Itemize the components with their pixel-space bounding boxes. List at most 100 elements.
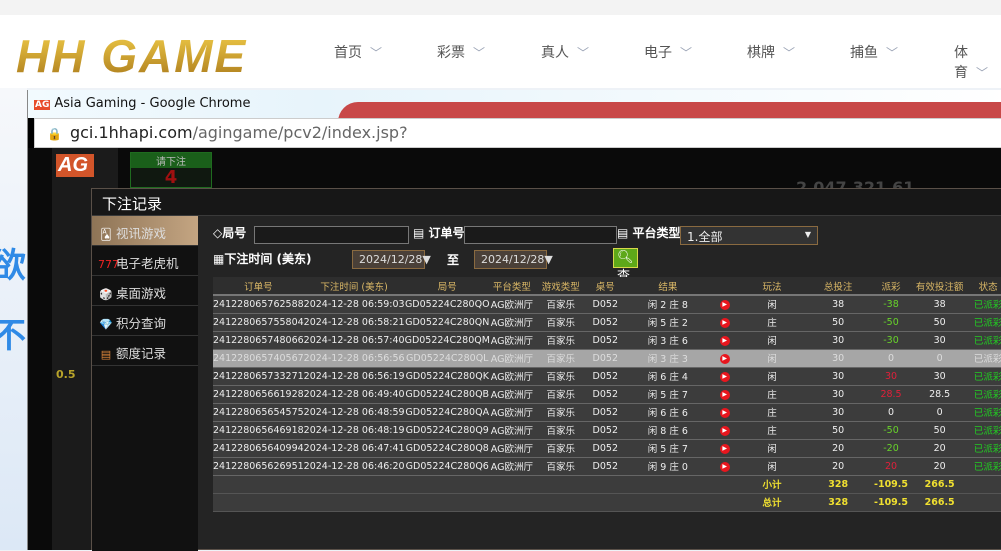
- list-icon: ▤: [617, 226, 629, 240]
- table-row[interactable]: 241228065661928 2024-12-28 06:49:40 GD0522…: [213, 385, 1001, 404]
- column-header: 玩法: [736, 277, 808, 296]
- play-video-icon[interactable]: ▶: [719, 300, 730, 311]
- video-replay-cell[interactable]: ▶: [712, 457, 737, 476]
- total-bet: 30: [807, 331, 869, 350]
- play-video-icon[interactable]: ▶: [719, 462, 730, 472]
- nav-item[interactable]: 真人 ﹀: [541, 42, 589, 62]
- play-video-icon[interactable]: ▶: [719, 318, 730, 328]
- round-id: GD05224C280QM: [404, 331, 490, 350]
- order-input[interactable]: [464, 226, 617, 244]
- site-header: HH GAME 首页 ﹀ 彩票 ﹀ 真人 ﹀ 电子 ﹀ 棋牌 ﹀ 捕鱼 ﹀ 体育 ﹀: [0, 15, 1001, 88]
- video-replay-cell[interactable]: ▶: [712, 331, 737, 350]
- empty-cell: [489, 493, 534, 512]
- status: 已派彩: [966, 385, 1001, 404]
- query-button[interactable]: 🔍︎查询: [613, 248, 638, 303]
- table-row[interactable]: 241228065646918 2024-12-28 06:48:19 GD0522…: [213, 421, 1001, 440]
- nav-item[interactable]: 体育 ﹀: [954, 42, 1001, 82]
- round-label: ◇局号: [213, 226, 247, 240]
- table-row[interactable]: 241228065762588 2024-12-28 06:59:03 GD0522…: [213, 295, 1001, 314]
- bet-record-modal: 下注记录 🂡 视讯游戏 777电子老虎机 🎲 桌面游戏 💎 积分查询 ▤ 额度记录 ◇局号 ▤ …: [91, 188, 1001, 551]
- nav-item[interactable]: 捕鱼 ﹀: [850, 42, 898, 62]
- platform: AG欧洲厅: [489, 457, 534, 476]
- table-row[interactable]: 241228065740567 2024-12-28 06:56:56 GD0522…: [213, 349, 1001, 368]
- round-input[interactable]: [254, 226, 409, 244]
- address-bar[interactable]: 🔒 gci.1hhapi.com/agingame/pcv2/index.jsp?: [34, 118, 1001, 148]
- play-video-icon[interactable]: ▶: [719, 390, 730, 400]
- empty-cell: [622, 493, 713, 512]
- sidebar-item[interactable]: 🎲 桌面游戏: [92, 276, 198, 306]
- game-type: 百家乐: [533, 421, 588, 440]
- column-header: 平台类型: [489, 277, 534, 296]
- lock-icon: 🔒: [47, 127, 62, 141]
- table-id: D052: [587, 295, 623, 314]
- table-row[interactable]: 241228065755804 2024-12-28 06:58:21 GD0522…: [213, 313, 1001, 332]
- table-row[interactable]: 241228065654575 2024-12-28 06:48:59 GD0522…: [213, 403, 1001, 422]
- column-header: 总投注: [807, 277, 869, 296]
- table-row[interactable]: 241228065733271 2024-12-28 06:56:19 GD0522…: [213, 367, 1001, 386]
- total-bet: 38: [807, 295, 869, 314]
- column-header: 订单号: [213, 277, 304, 296]
- play-video-icon[interactable]: ▶: [719, 372, 730, 382]
- bet-side: 闲: [736, 439, 808, 458]
- bet-time: 2024-12-28 06:58:21: [303, 313, 405, 332]
- chevron-down-icon: ﹀: [680, 46, 693, 60]
- video-replay-cell[interactable]: ▶: [712, 295, 737, 314]
- sidebar-item[interactable]: 💎 积分查询: [92, 306, 198, 336]
- play-video-icon[interactable]: ▶: [719, 426, 730, 436]
- empty-cell: [404, 475, 490, 494]
- order-label: ▤ 订单号: [413, 226, 465, 240]
- play-video-icon[interactable]: ▶: [719, 444, 730, 454]
- video-replay-cell[interactable]: ▶: [712, 349, 737, 368]
- table-id: D052: [587, 313, 623, 332]
- round-id: GD05224C280QL: [404, 349, 490, 368]
- video-replay-cell[interactable]: ▶: [712, 313, 737, 332]
- sidebar-item[interactable]: 777电子老虎机: [92, 246, 198, 276]
- order-id: 241228065740567: [213, 349, 304, 368]
- banner-fragment: 不: [0, 316, 26, 356]
- sidebar-item[interactable]: ▤ 额度记录: [92, 336, 198, 366]
- video-replay-cell[interactable]: ▶: [712, 403, 737, 422]
- platform-select[interactable]: 1.全部 ▼: [680, 226, 818, 245]
- chevron-down-icon: ﹀: [370, 46, 383, 60]
- play-video-icon[interactable]: ▶: [719, 354, 730, 364]
- nav-item[interactable]: 首页 ﹀: [334, 42, 382, 62]
- video-replay-cell[interactable]: ▶: [712, 421, 737, 440]
- round-id: GD05224C280QO: [404, 295, 490, 314]
- payout: 28.5: [868, 385, 914, 404]
- table-id: D052: [587, 439, 623, 458]
- payout: 30: [868, 367, 914, 386]
- nav-item[interactable]: 棋牌 ﹀: [747, 42, 795, 62]
- nav-label: 棋牌: [747, 45, 775, 61]
- sidebar-item[interactable]: 🂡 视讯游戏: [92, 216, 198, 246]
- total-label: 总计: [736, 493, 808, 512]
- bet-time: 2024-12-28 06:57:40: [303, 331, 405, 350]
- table-id: D052: [587, 421, 623, 440]
- date-from-picker[interactable]: 2024/12/28▼: [352, 250, 431, 269]
- table-row[interactable]: 241228065626951 2024-12-28 06:46:20 GD0522…: [213, 457, 1001, 476]
- site-logo[interactable]: HH GAME: [16, 30, 248, 82]
- table-row[interactable]: 241228065640994 2024-12-28 06:47:41 GD0522…: [213, 439, 1001, 458]
- payout: 0: [868, 349, 914, 368]
- date-to-picker[interactable]: 2024/12/28▼: [474, 250, 553, 269]
- table-row[interactable]: 241228065748066 2024-12-28 06:57:40 GD0522…: [213, 331, 1001, 350]
- empty-cell: [966, 475, 1001, 494]
- bet-side: 闲: [736, 367, 808, 386]
- valid-bet: 50: [913, 313, 967, 332]
- total-bet: 30: [807, 367, 869, 386]
- slot-777-icon: 777: [98, 258, 119, 271]
- empty-cell: [213, 493, 304, 512]
- time-label: ▦下注时间 (美东): [213, 252, 312, 266]
- payout: 0: [868, 403, 914, 422]
- nav-item[interactable]: 彩票 ﹀: [437, 42, 485, 62]
- video-replay-cell[interactable]: ▶: [712, 439, 737, 458]
- subtotal-row: 小计 328 -109.5 266.5: [213, 475, 1001, 494]
- bet-side: 庄: [736, 403, 808, 422]
- play-video-icon[interactable]: ▶: [719, 408, 730, 418]
- subtotal-payout: -109.5: [868, 475, 914, 494]
- bet-side: 庄: [736, 385, 808, 404]
- nav-item[interactable]: 电子 ﹀: [644, 42, 692, 62]
- video-replay-cell[interactable]: ▶: [712, 385, 737, 404]
- video-replay-cell[interactable]: ▶: [712, 367, 737, 386]
- valid-bet: 20: [913, 439, 967, 458]
- play-video-icon[interactable]: ▶: [719, 336, 730, 346]
